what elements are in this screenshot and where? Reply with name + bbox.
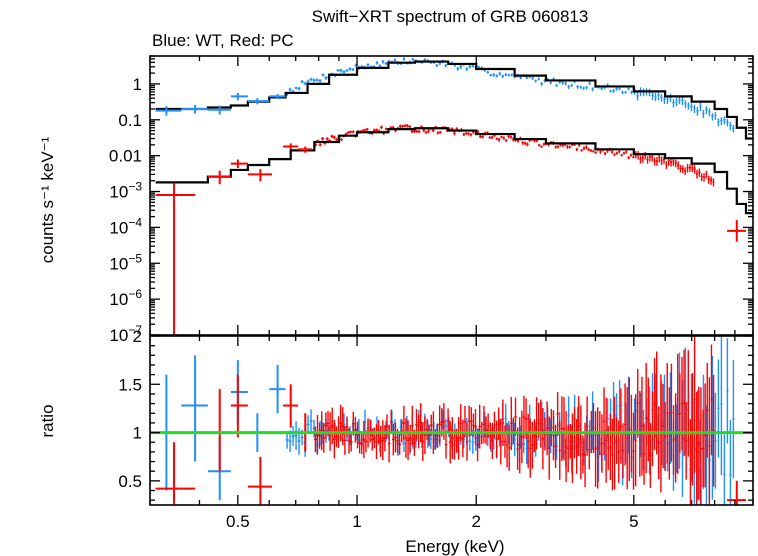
- chart-title: Swift−XRT spectrum of GRB 060813: [312, 7, 589, 26]
- spectrum-point: [181, 104, 208, 114]
- ratio-point: [727, 480, 746, 505]
- model-curve: [155, 60, 753, 140]
- spectrum-y-tick-label: 10−5: [109, 251, 142, 273]
- spectrum-point: [207, 105, 231, 115]
- ratio-point: [269, 364, 286, 414]
- plot-area: [155, 336, 746, 505]
- chart-subtitle: Blue: WT, Red: PC: [152, 31, 294, 50]
- spectrum-ticks: [150, 55, 753, 336]
- x-tick-label: 1: [352, 512, 361, 531]
- ratio-data-cloud: [313, 336, 715, 505]
- ratio-panel: 2 1.5 1 0.5 0.5 1 2 5: [118, 56, 754, 531]
- spectrum-y-tick-label: 10−6: [109, 287, 142, 309]
- spectrum-point: [155, 106, 182, 116]
- ratio-y-tick-label: 1: [133, 424, 142, 443]
- spectrum-point: [230, 159, 248, 169]
- plot-area: [155, 57, 753, 335]
- ratio-y-tick-label: 0.5: [118, 472, 142, 491]
- spectrum-point: [155, 183, 196, 335]
- spectrum-y-axis-label: counts s⁻¹ keV⁻¹: [38, 136, 57, 263]
- spectrum-point: [230, 92, 248, 101]
- spectrum-point: [247, 98, 270, 105]
- spectrum-y-tick-label: 10−3: [109, 180, 142, 202]
- spectrum-point: [282, 143, 299, 150]
- ratio-y-tick-label: 1.5: [118, 375, 142, 394]
- ratio-point: [230, 360, 248, 423]
- spectrum-y-tick-label: 10−4: [109, 215, 142, 237]
- spectrum-y-tick-label: 0.1: [118, 111, 142, 130]
- ratio-point: [155, 442, 196, 505]
- spectrum-point: [298, 146, 313, 153]
- spectrum-frame: [149, 55, 754, 336]
- x-tick-label: 2: [472, 512, 481, 531]
- ratio-point: [247, 456, 273, 505]
- ratio-frame: [149, 335, 754, 506]
- ratio-point: [181, 355, 208, 462]
- x-axis-label: Energy (keV): [405, 537, 504, 556]
- ratio-y-axis-label: ratio: [38, 404, 57, 437]
- spectrum-point: [269, 94, 286, 99]
- ratio-point: [282, 384, 299, 428]
- ratio-point: [207, 389, 231, 472]
- x-tick-label: 0.5: [226, 512, 250, 531]
- spectrum-y-tick-label: 1: [133, 75, 142, 94]
- ratio-y-tick-label: 2: [133, 327, 142, 346]
- model-curve: [155, 127, 753, 215]
- spectrum-point: [207, 170, 231, 185]
- x-tick-label: 5: [629, 512, 638, 531]
- spectrum-point: [247, 169, 273, 182]
- ratio-point: [230, 374, 248, 438]
- spectrum-point: [727, 220, 746, 242]
- spectrum-data-cloud: [285, 57, 735, 133]
- spectrum-y-tick-label: 0.01: [109, 147, 142, 166]
